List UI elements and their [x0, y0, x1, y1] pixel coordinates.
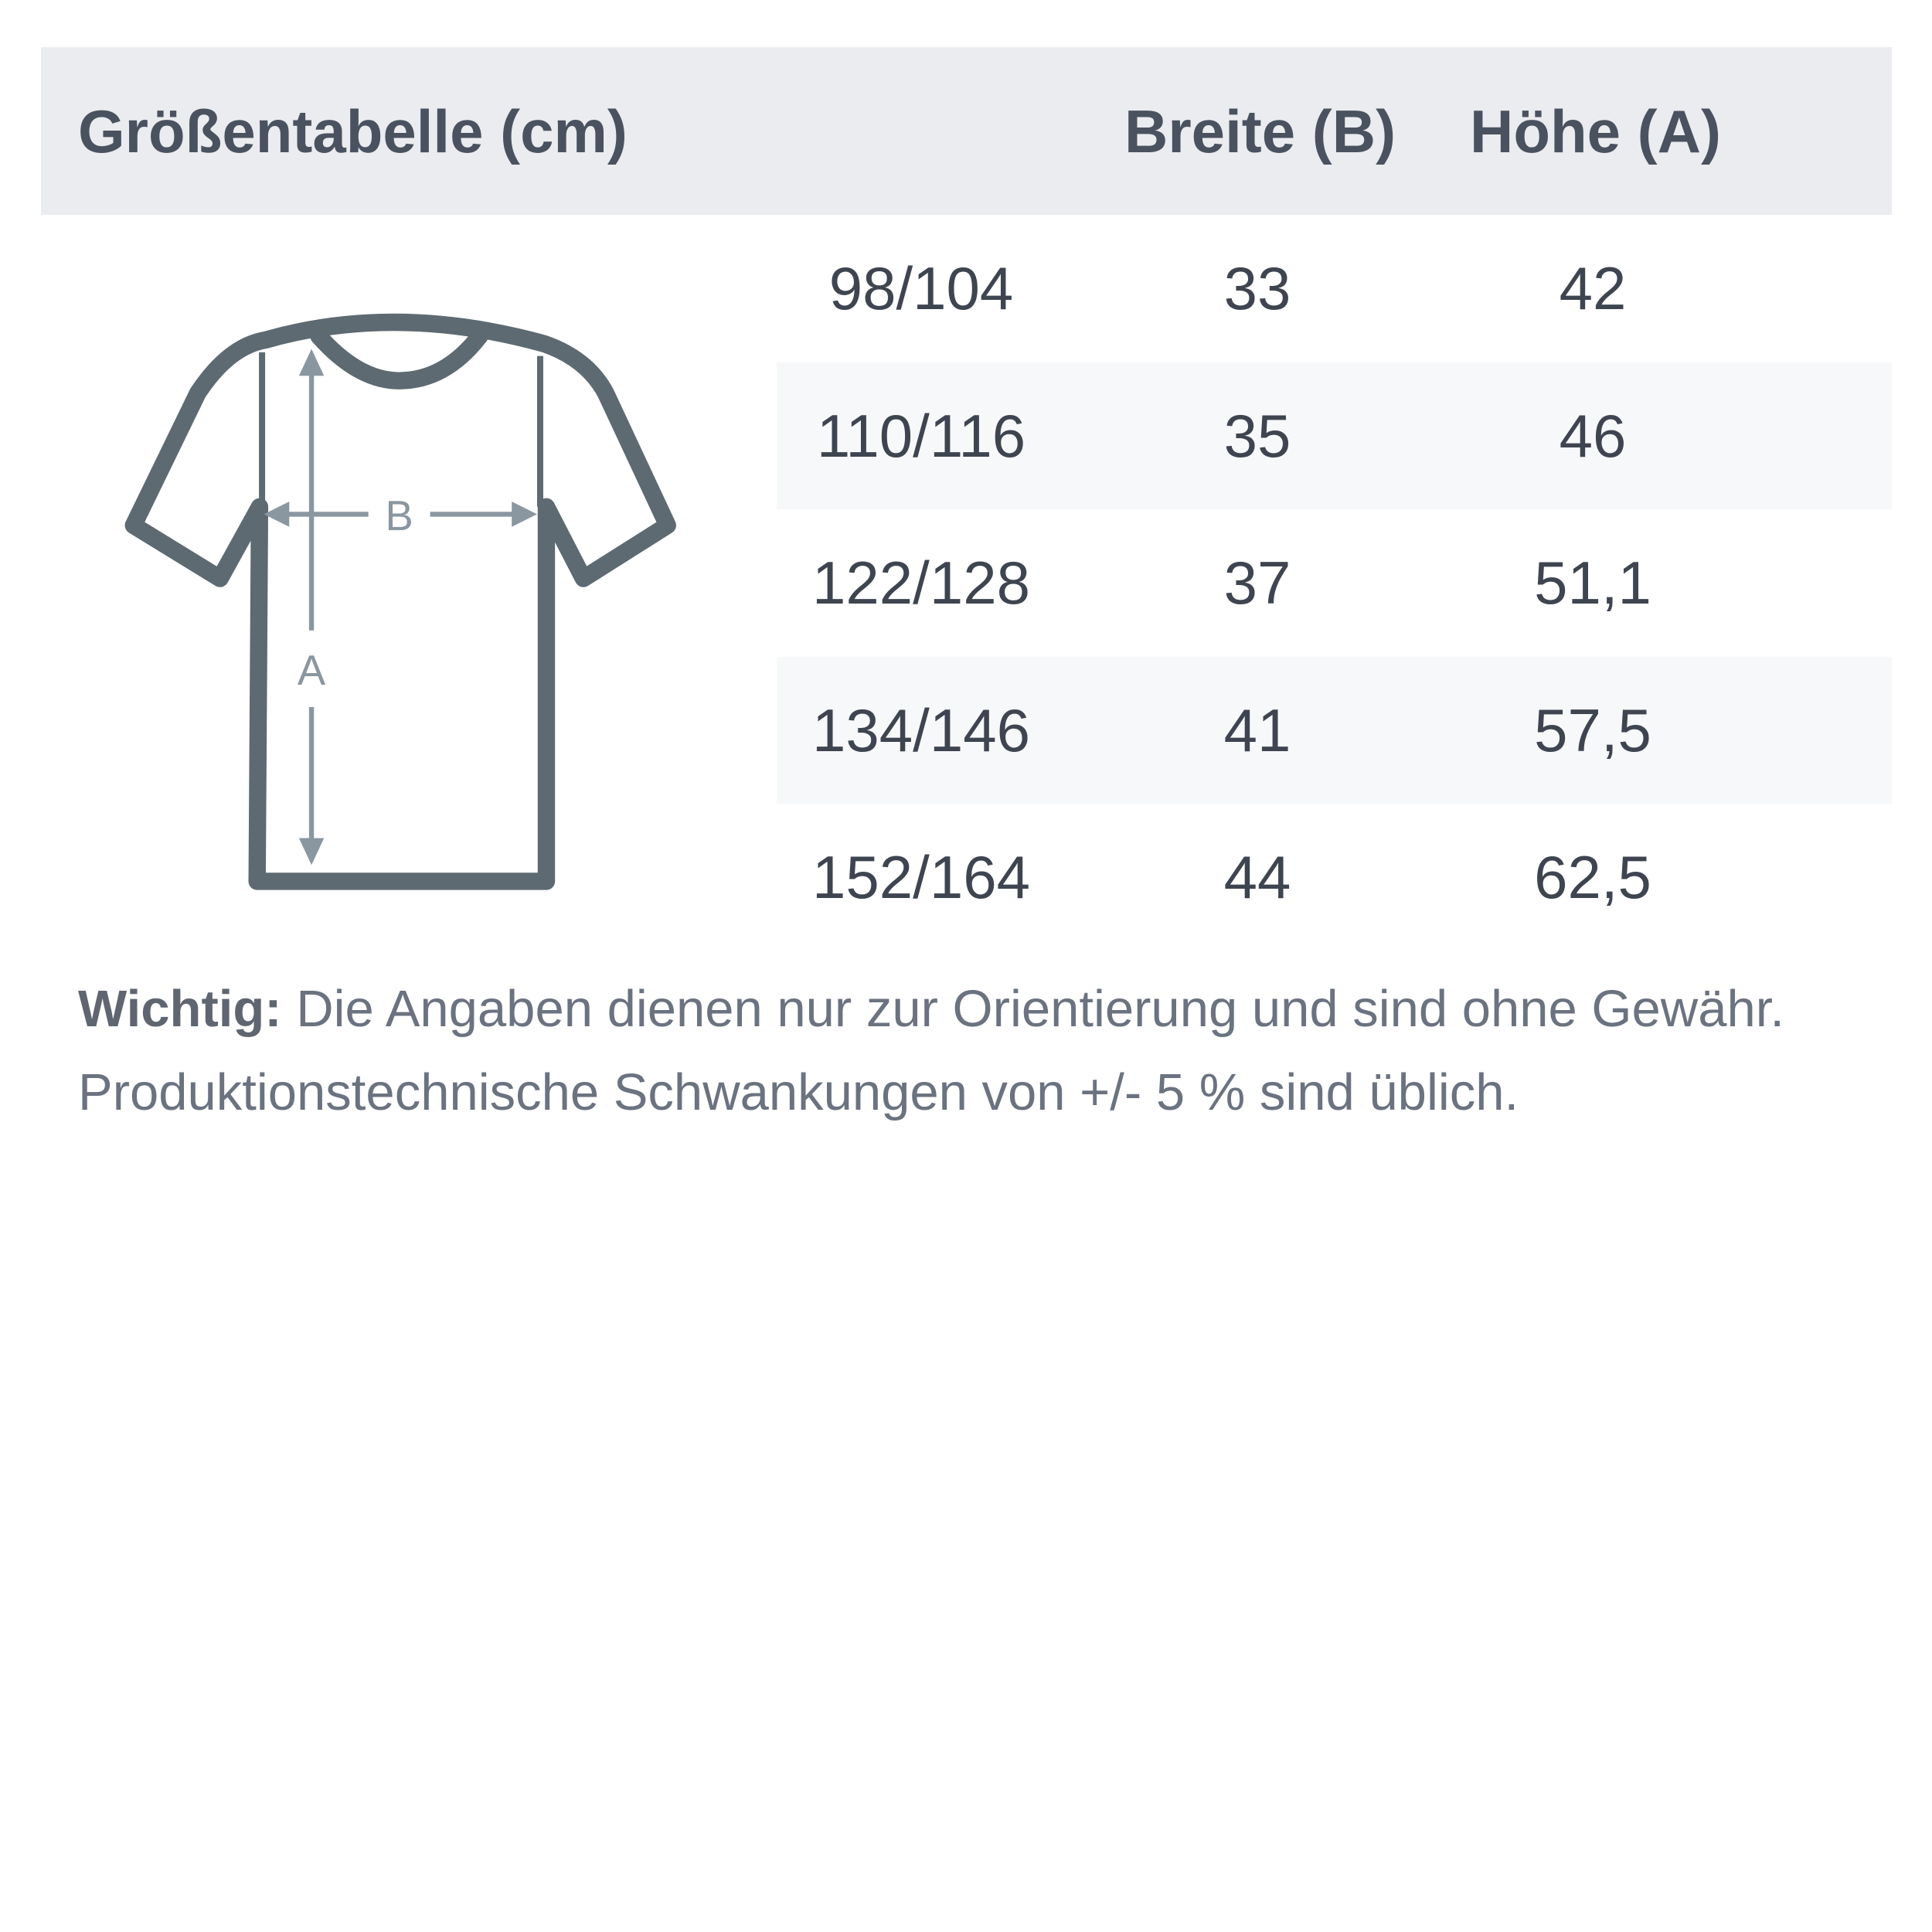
cell-width: 41 [1223, 696, 1291, 764]
cell-width: 33 [1223, 254, 1291, 322]
cell-height: 42 [1559, 254, 1627, 322]
cell-width: 44 [1223, 843, 1291, 911]
column-header-width: Breite (B) [1124, 97, 1396, 165]
cell-size: 98/104 [828, 254, 1014, 322]
table-row: 98/104 33 42 [777, 215, 1892, 362]
cell-size: 152/164 [812, 843, 1030, 911]
cell-height: 46 [1559, 401, 1627, 470]
table-row: 110/116 35 46 [777, 362, 1892, 509]
cell-height: 51,1 [1534, 549, 1651, 617]
cell-size: 122/128 [812, 549, 1030, 617]
table-row: 122/128 37 51,1 [777, 509, 1892, 656]
cell-size: 110/116 [816, 401, 1026, 470]
measure-arrows-icon [264, 349, 537, 866]
table-title: Größentabelle (cm) [78, 97, 628, 165]
table-row: 134/146 41 57,5 [777, 656, 1892, 804]
label-b: B [385, 492, 413, 539]
cell-width: 37 [1223, 549, 1291, 617]
cell-height: 62,5 [1534, 843, 1651, 911]
cell-size: 134/146 [812, 696, 1030, 764]
note-line-1: Wichtig: Die Angaben dienen nur zur Orie… [78, 978, 1784, 1040]
note-line-2: Produktionstechnische Schwankungen von +… [78, 1063, 1519, 1121]
note-bold: Wichtig: [78, 980, 282, 1038]
cell-height: 57,5 [1534, 696, 1651, 764]
tshirt-outline-icon [124, 313, 676, 890]
note-text: Die Angaben dienen nur zur Orientierung … [296, 980, 1784, 1038]
cell-width: 35 [1223, 401, 1291, 470]
label-a: A [298, 647, 326, 694]
table-header [41, 47, 1892, 215]
table-row: 152/164 44 62,5 [777, 804, 1892, 951]
column-header-height: Höhe (A) [1470, 97, 1721, 165]
